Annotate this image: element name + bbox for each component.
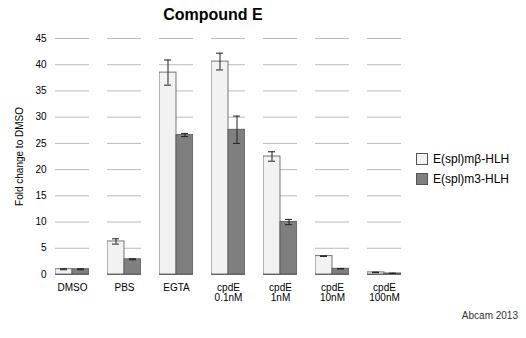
svg-text:20: 20 <box>35 164 47 175</box>
html-text:E(spl)mβ-HLH: E(spl)mβ-HLH <box>433 152 510 166</box>
svg-text:45: 45 <box>35 33 47 44</box>
html-text:E(spl)m3-HLH: E(spl)m3-HLH <box>433 172 509 186</box>
svg-text:PBS: PBS <box>114 282 134 293</box>
svg-text:10: 10 <box>35 216 47 227</box>
svg-text:cpdE10nM: cpdE10nM <box>320 282 345 303</box>
svg-text:0: 0 <box>41 269 47 280</box>
svg-text:15: 15 <box>35 190 47 201</box>
svg-text:EGTA: EGTA <box>163 282 190 293</box>
svg-text:DMSO: DMSO <box>58 282 88 293</box>
svg-text:Fold change to DMSO: Fold change to DMSO <box>14 107 25 206</box>
html-text:Compound E: Compound E <box>163 6 263 23</box>
svg-text:cpdE0.1nM: cpdE0.1nM <box>215 282 243 303</box>
html-text:Abcam 2013: Abcam 2013 <box>461 310 518 321</box>
svg-text:5: 5 <box>41 242 47 253</box>
svg-text:40: 40 <box>35 59 47 70</box>
svg-text:25: 25 <box>35 138 47 149</box>
svg-text:35: 35 <box>35 85 47 96</box>
svg-text:30: 30 <box>35 111 47 122</box>
svg-text:cpdE100nM: cpdE100nM <box>369 282 400 303</box>
svg-text:cpdE1nM: cpdE1nM <box>269 282 292 303</box>
